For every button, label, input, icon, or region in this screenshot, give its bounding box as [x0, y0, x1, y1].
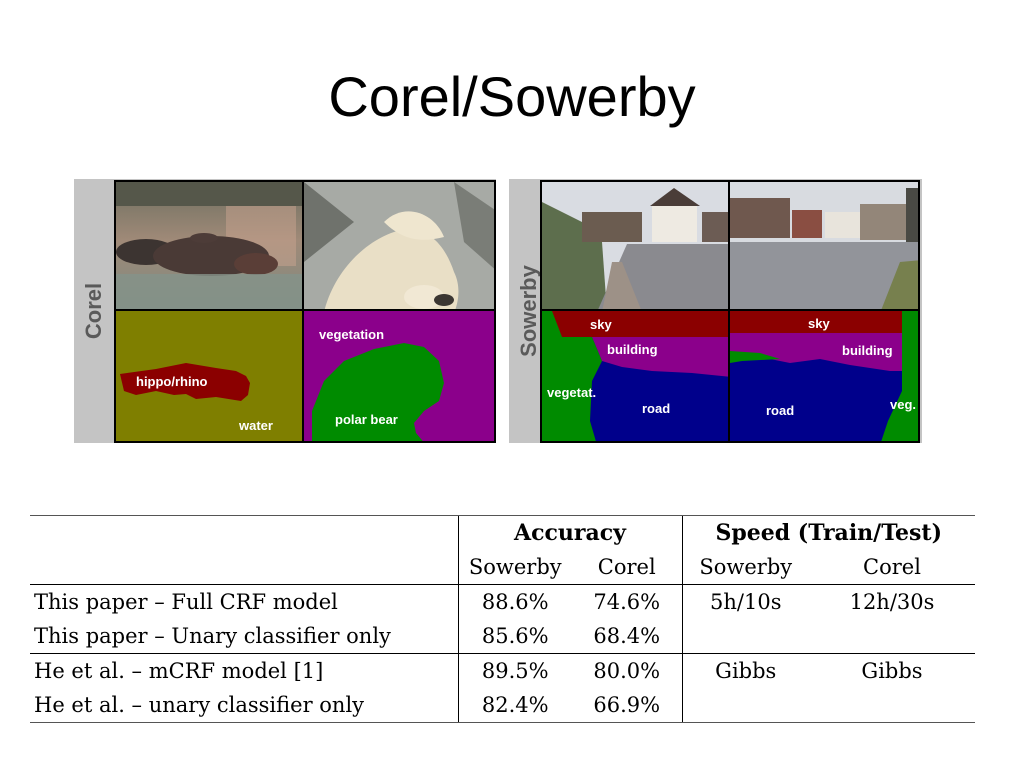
- hippo-segmentation: hippo/rhino water: [114, 309, 304, 443]
- slide-title: Corel/Sowerby: [328, 65, 696, 128]
- label-sky-right: sky: [808, 316, 830, 331]
- table-sub-header-row: Sowerby Corel Sowerby Corel: [30, 550, 975, 585]
- street-photo-left: [540, 180, 730, 311]
- polar-bear-photo: [302, 180, 496, 311]
- hippo-photo: [114, 180, 304, 311]
- street-photo-right: [728, 180, 920, 311]
- label-building-right: building: [842, 343, 893, 358]
- label-building-left: building: [607, 342, 658, 357]
- sowerby-figure-panel: Sowerby: [509, 179, 922, 443]
- label-sky-left: sky: [590, 317, 612, 332]
- label-vegetation-right: veg.: [890, 397, 917, 412]
- header-speed: Speed (Train/Test): [681, 515, 975, 550]
- subheader-acc-corel: Corel: [597, 555, 656, 579]
- subheader-speed-corel: Corel: [863, 555, 921, 579]
- label-road-left: road: [642, 401, 671, 416]
- header-empty: [30, 515, 458, 550]
- label-polar-bear: polar bear: [335, 412, 398, 427]
- label-water: water: [239, 418, 273, 433]
- subheader-acc-sowerby: Sowerby: [457, 550, 572, 585]
- table-row: This paper – Full CRF model 88.6% 74.6% …: [30, 584, 975, 619]
- label-road-right: road: [766, 403, 795, 418]
- label-vegetation-left: vegetat.: [547, 385, 597, 400]
- label-vegetation: vegetation: [319, 327, 385, 342]
- street-segmentation-right: sky building veg. road: [728, 309, 920, 443]
- corel-panel-label: Corel: [81, 282, 106, 340]
- table-row: This paper – Unary classifier only 85.6%…: [30, 619, 975, 654]
- street-segmentation-left: sky building vegetat. road: [540, 309, 730, 443]
- table-row: He et al. – unary classifier only 82.4% …: [30, 688, 975, 723]
- polar-bear-segmentation: vegetation polar bear: [302, 309, 496, 443]
- results-table: Accuracy Speed (Train/Test) Sowerby Core…: [30, 515, 975, 723]
- table-group-header-row: Accuracy Speed (Train/Test): [30, 515, 975, 550]
- subheader-speed-sowerby: Sowerby: [681, 550, 809, 585]
- table-row: He et al. – mCRF model [1] 89.5% 80.0% G…: [30, 653, 975, 688]
- corel-figure-panel: Corel: [74, 179, 496, 443]
- header-accuracy: Accuracy: [457, 515, 682, 550]
- label-hippo-rhino: hippo/rhino: [136, 374, 208, 389]
